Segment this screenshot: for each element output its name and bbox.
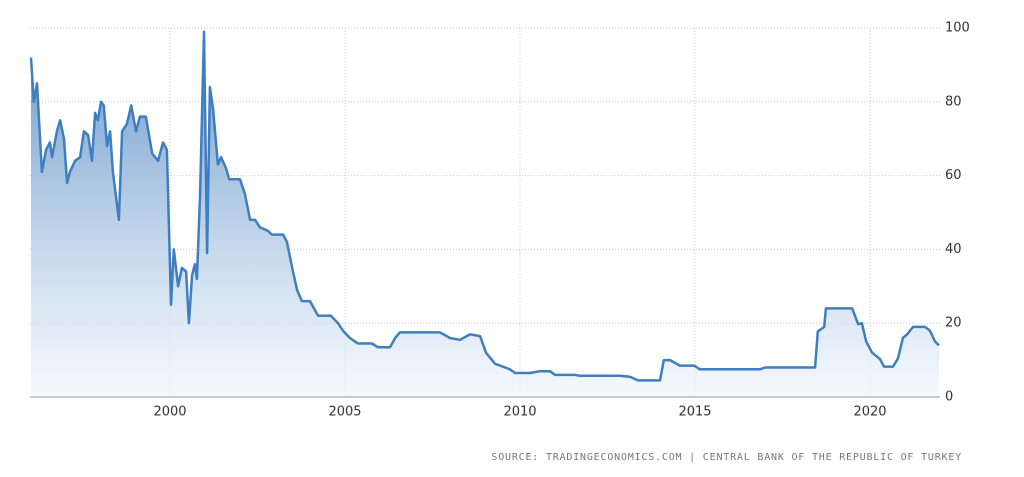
y-tick-label: 80 [945,94,962,109]
area-fill [31,31,939,397]
y-tick-label: 40 [945,242,962,257]
y-tick-label: 20 [945,316,962,331]
x-tick-label: 2015 [678,405,711,420]
x-tick-label: 2005 [328,405,361,420]
y-tick-label: 100 [945,21,970,36]
x-tick-label: 2000 [153,405,186,420]
y-tick-label: 60 [945,168,962,183]
y-tick-label: 0 [945,390,953,405]
data-line [29,30,940,382]
source-note: SOURCE: TRADINGECONOMICS.COM | CENTRAL B… [491,452,962,463]
x-tick-label: 2020 [853,405,886,420]
x-tick-label: 2010 [503,405,536,420]
